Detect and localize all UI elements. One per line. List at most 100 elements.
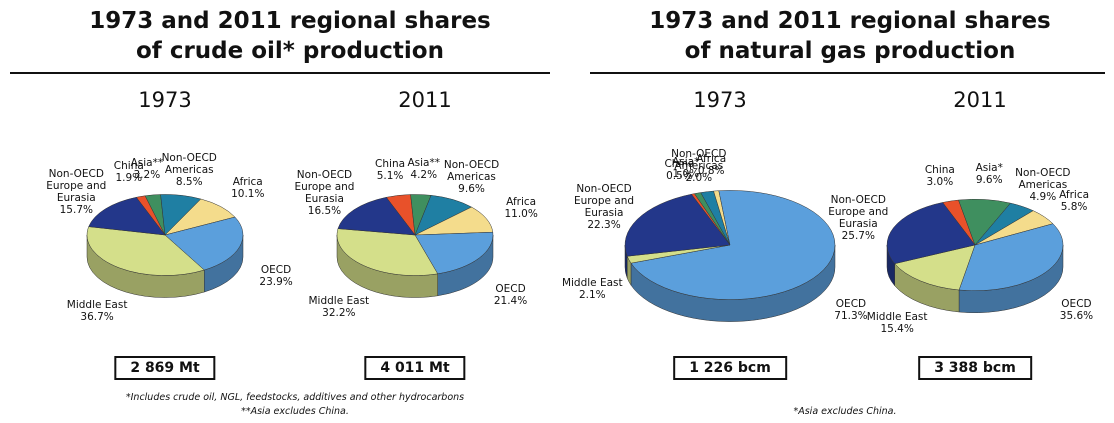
slice-value: 4.9% [1029,190,1057,203]
slice [337,197,416,236]
slice [894,244,976,291]
slice-value: 4.2% [410,168,438,181]
slice-label: OECD 21.4% [472,283,550,307]
slice-name: China [664,157,695,170]
slice-name: Africa [696,153,727,166]
slice-name: Non-OECD Europe and Eurasia [828,193,889,230]
slice-name: Middle East [66,298,128,311]
slice [336,228,439,276]
slice-name: OECD [495,282,526,295]
slice-value: 9.6% [458,182,485,195]
slice-label: Middle East 2.1% [553,277,631,301]
slice-value: 11.0% [504,208,538,221]
slice [88,197,166,236]
slice-name: Africa [506,196,537,209]
slice [164,216,244,271]
title-rule [590,72,1105,74]
slice-label: Africa 0.8% [672,153,750,177]
slice [624,193,731,257]
title-rule [10,72,550,74]
slice-value: 1.0% [672,168,700,181]
total-box: 2 869 Mt [114,356,216,380]
slice-value: 2.1% [578,288,606,301]
pie-title: 2011 [953,88,1007,112]
slice-label: Asia* 9.6% [950,162,1028,186]
slice [886,202,976,264]
slice-label: Non-OECD Americas 9.6% [433,159,511,195]
slice-name: OECD [1061,297,1092,310]
slice-label: Asia* 1.0% [647,156,725,180]
slice [958,223,1064,292]
slice-value: 10.1% [231,188,265,201]
slice-value: 0.8% [697,165,725,178]
slice-name: OECD [260,264,292,277]
slice-value: 3.0% [926,176,954,189]
slice-value: 8.5% [175,175,203,188]
slice-label: China 1.9% [90,160,168,184]
slice [414,231,494,275]
total-box: 1 226 bcm [673,356,787,380]
slice-name: Middle East [308,295,370,308]
panel-title: 1973 and 2011 regional shares of natural… [649,8,1051,64]
total-box: 3 388 bcm [918,356,1032,380]
slice-name: China [375,157,406,170]
slice [630,190,836,300]
slice-label: Africa 11.0% [482,196,560,220]
slice-label: Africa 10.1% [209,176,287,200]
slice-label: China 5.1% [351,158,429,182]
slice-value: 0.5% [666,169,693,182]
slice-value: 23.9% [259,276,293,289]
pie-title: 2011 [398,88,452,112]
slice-label: Non-OECD Americas 8.5% [150,152,228,188]
slice-value: 21.4% [493,294,528,307]
slice [86,226,205,276]
slice-name: Asia* [672,156,700,169]
slice-name: Non-OECD Europe and Eurasia [574,182,635,219]
slice-value: 5.8% [1060,200,1088,213]
slice-label: Non-OECD Europe and Eurasia 16.5% [285,169,363,217]
slice-name: Middle East [561,276,623,289]
slice-name: China [113,159,144,172]
slice-value: 35.6% [1059,309,1094,322]
slice-name: Middle East [866,311,928,324]
slice-label: Middle East 36.7% [58,299,136,323]
slice-name: OECD [835,297,867,310]
pie-title: 1973 [138,88,192,112]
slice-value: 15.4% [880,323,914,336]
slice-value: 3.2% [133,169,161,182]
slice-label: Africa 5.8% [1035,189,1113,213]
slice-name: Non-OECD Europe and Eurasia [46,168,107,205]
slice-name: Asia* [975,161,1003,174]
slice-value: 71.3% [834,309,868,322]
slice-value: 5.1% [376,169,404,182]
slice-label: Non-OECD Americas 2.0% [660,148,738,184]
slice-value: 32.2% [322,307,356,320]
slice-label: Non-OECD Europe and Eurasia 22.3% [565,183,643,231]
slice-label: China 0.5% [640,158,718,182]
slice-value: 15.7% [59,204,93,217]
slice-value: 9.6% [975,173,1003,186]
slice-value: 36.7% [80,310,114,323]
slice-label: OECD 71.3% [812,298,890,322]
slice-label: OECD 23.9% [237,264,315,288]
slice-name: Non-OECD Americas [161,151,217,176]
footnote: *Asia excludes China. [793,406,897,417]
slice-value: 1.9% [115,171,143,184]
slice-label: Non-OECD Europe and Eurasia 25.7% [819,194,897,242]
footnote: *Includes crude oil, NGL, feedstocks, ad… [125,392,465,403]
slice-label: Middle East 32.2% [300,295,378,319]
footnote: **Asia excludes China. [241,406,349,417]
slice-name: Africa [232,176,263,189]
slice-value: 2.0% [685,172,713,185]
pie-title: 1973 [693,88,747,112]
slice-label: Asia** 3.2% [108,157,186,181]
slice-name: Non-OECD Americas [671,148,727,173]
slice-value: 16.5% [307,205,342,218]
slice-name: Asia** [407,156,440,169]
slice-label: Non-OECD Americas 4.9% [1004,167,1082,203]
slice-name: Asia** [130,157,164,170]
slice-value: 22.3% [587,218,621,231]
slice-label: China 3.0% [901,164,979,188]
